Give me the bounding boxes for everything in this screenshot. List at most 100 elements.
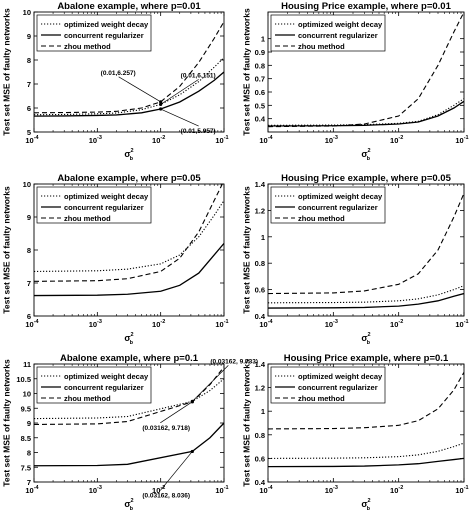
y-axis-label: Test set MSE of faulty networks — [241, 186, 251, 314]
annotation-marker — [159, 100, 163, 104]
y-tick-label: 7.5 — [21, 463, 31, 472]
y-tick-label: 1 — [261, 233, 265, 242]
x-tick-label: 10-1 — [455, 485, 468, 495]
legend-box — [36, 14, 152, 52]
series-line — [268, 12, 464, 128]
y-tick-label: 5 — [27, 128, 31, 137]
x-tick-label: 10-1 — [215, 135, 228, 145]
chart-title: Housing Price example, where p=0.05 — [281, 173, 451, 184]
y-tick-label: 0.9 — [255, 48, 265, 57]
axes-frame — [267, 363, 465, 483]
series-line — [268, 457, 464, 468]
axes-frame — [267, 11, 465, 133]
y-axis-label: Test set MSE of faulty networks — [1, 8, 11, 136]
annotation-label: (0.03162, 8.036) — [142, 492, 190, 499]
y-tick-label: 10.5 — [16, 375, 31, 384]
annotation-marker — [159, 107, 163, 111]
series-line — [268, 98, 464, 126]
legend-box — [36, 186, 152, 224]
y-tick-label: 0.7 — [255, 75, 265, 84]
y-tick-label: 6 — [27, 104, 31, 113]
y-tick-label: 0.6 — [255, 454, 265, 463]
series-line — [268, 371, 464, 430]
chart-panel-5: Abalone example, where p=0.1 10-4 10-3 10-2… — [1, 353, 258, 512]
x-tick-label: 10-3 — [89, 135, 102, 145]
chart-title: Abalone example, where p=0.1 — [60, 353, 199, 364]
y-tick-label: 0.5 — [255, 101, 265, 110]
chart-title: Abalone example, where p=0.05 — [57, 173, 201, 184]
x-axis-label: σ2 b — [124, 148, 133, 162]
annotation-label: (0.01,6.151) — [181, 72, 216, 79]
legend-label: concurrent regularizer — [64, 203, 144, 212]
annotation-arrow — [160, 401, 193, 424]
annotation-arrow — [118, 76, 161, 103]
x-tick-label: 10-3 — [89, 319, 102, 329]
legend-box — [270, 186, 386, 224]
annotation-label: (0.03162, 9.733) — [210, 358, 258, 365]
x-tick-label: 10-4 — [25, 135, 39, 145]
x-tick-label: 10-4 — [259, 319, 273, 329]
y-tick-label: 0.6 — [255, 88, 265, 97]
series-line — [34, 71, 224, 117]
annotation-arrow — [160, 79, 199, 105]
x-tick-label: 10-3 — [325, 485, 338, 495]
x-tick-label: 10-4 — [259, 135, 273, 145]
annotation-label: (0.01,6.257) — [101, 70, 136, 77]
series-line — [34, 366, 224, 426]
y-tick-label: 0.4 — [255, 312, 266, 321]
axes-frame — [33, 11, 225, 133]
y-tick-label: 1.2 — [255, 206, 265, 215]
series-line — [34, 422, 224, 467]
x-tick-label: 10-2 — [390, 485, 403, 495]
legend-box — [270, 14, 386, 52]
y-tick-label: 0.8 — [255, 431, 265, 440]
x-tick-label: 10-4 — [25, 319, 39, 329]
legend-label: zhou method — [298, 42, 345, 51]
series-group — [268, 193, 464, 309]
y-tick-label: 8 — [27, 56, 31, 65]
y-tick-label: 1 — [261, 35, 265, 44]
y-axis-label: Test set MSE of faulty networks — [1, 359, 11, 487]
series-line — [268, 100, 464, 127]
series-line — [268, 285, 464, 304]
legend-label: zhou method — [298, 214, 345, 223]
chart-title: Housing Price example, where p=0.01 — [281, 1, 451, 12]
y-tick-label: 1 — [261, 407, 265, 416]
y-tick-label: 8 — [27, 246, 31, 255]
y-axis-label: Test set MSE of faulty networks — [241, 8, 251, 136]
legend-label: zhou method — [298, 394, 345, 403]
y-tick-label: 9 — [27, 419, 31, 428]
x-tick-label: 10-3 — [89, 485, 102, 495]
y-tick-label: 8 — [27, 449, 31, 458]
series-group — [268, 371, 464, 468]
y-tick-label: 8.5 — [21, 434, 31, 443]
y-axis-label: Test set MSE of faulty networks — [1, 186, 11, 314]
y-tick-label: 10 — [23, 8, 31, 17]
axes-frame — [33, 363, 225, 483]
legend-box — [270, 366, 386, 404]
chart-title: Housing Price example, where p=0.1 — [284, 353, 449, 364]
legend-label: optimized weight decay — [298, 372, 383, 381]
legend-label: concurrent regularizer — [64, 383, 144, 392]
x-axis-label: σ2 b — [361, 332, 370, 346]
y-tick-label: 0.4 — [255, 115, 266, 124]
x-tick-label: 10-1 — [215, 485, 228, 495]
legend-label: concurrent regularizer — [298, 203, 378, 212]
y-tick-label: 9.5 — [21, 404, 31, 413]
y-tick-label: 1.4 — [255, 180, 266, 189]
y-axis-label: Test set MSE of faulty networks — [241, 359, 251, 487]
x-tick-label: 10-3 — [325, 319, 338, 329]
y-tick-label: 7 — [27, 478, 31, 487]
annotation-arrow — [160, 451, 193, 491]
y-tick-label: 0.6 — [255, 286, 265, 295]
y-tick-label: 6 — [27, 312, 31, 321]
chart-panel-1: Abalone example, where p=0.01 10-4 10-3 10-… — [1, 1, 228, 162]
legend-label: concurrent regularizer — [298, 31, 378, 40]
series-line — [34, 184, 223, 282]
annotation-marker — [190, 449, 194, 454]
y-tick-label: 0.8 — [255, 259, 265, 268]
x-axis-label: σ2 b — [124, 332, 133, 346]
legend-label: zhou method — [64, 42, 111, 51]
chart-panel-6: Housing Price example, where p=0.110-4 10… — [241, 353, 468, 512]
series-group — [268, 12, 464, 128]
